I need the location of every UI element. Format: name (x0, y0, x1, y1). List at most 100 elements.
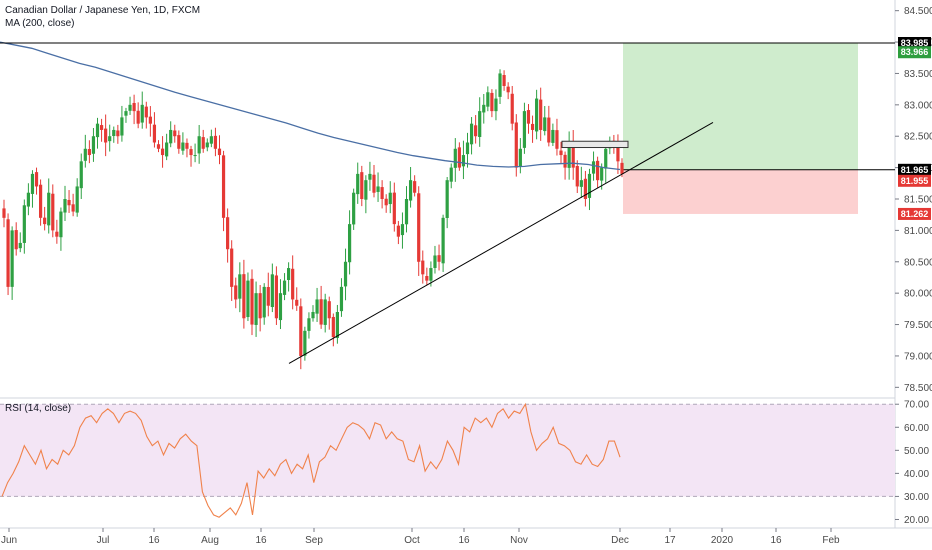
candle-body (128, 104, 132, 111)
candle-body (392, 192, 396, 225)
candle-body (539, 99, 543, 130)
candle-body (327, 301, 331, 319)
candles (2, 69, 624, 370)
candle-body (217, 148, 222, 156)
candle-body (339, 286, 344, 312)
candle-body (262, 286, 266, 318)
candle-body (547, 117, 551, 143)
candle-body (278, 293, 283, 321)
candle-body (514, 122, 518, 168)
candle-body (498, 73, 502, 97)
candle-body (535, 98, 539, 132)
candle-body (474, 125, 478, 137)
candle-body (234, 285, 238, 300)
rsi-tick-label: 40.00 (904, 469, 929, 480)
candle-body (189, 149, 193, 156)
candle-body (449, 167, 453, 182)
candle-body (91, 136, 96, 154)
time-tick-label: 2020 (711, 535, 734, 546)
candle-body (356, 173, 360, 195)
price-tag (898, 46, 931, 59)
price-tick-label: 78.500 (904, 383, 932, 394)
candle-body (287, 268, 291, 281)
candle-body (18, 242, 22, 249)
candle-body (38, 184, 43, 218)
candle-body (486, 92, 490, 107)
time-tick-label: 17 (664, 535, 676, 546)
candle-body (307, 318, 311, 331)
candle-body (311, 311, 315, 319)
ma-line (0, 41, 621, 171)
candle-body (604, 148, 608, 169)
candle-body (579, 180, 583, 187)
profit-zone (623, 43, 858, 170)
candle-body (258, 293, 262, 319)
risk-reward-zones[interactable] (623, 43, 895, 214)
candle-body (380, 187, 384, 199)
candle-body (144, 106, 148, 118)
candle-body (441, 217, 445, 264)
time-tick-label: 16 (255, 535, 267, 546)
rsi-legend: RSI (14, close) (5, 403, 71, 414)
rsi-tick-label: 20.00 (904, 515, 929, 526)
candle-body (469, 123, 474, 145)
price-tag-label: 83.966 (901, 47, 929, 57)
candle-body (563, 154, 567, 168)
candle-body (250, 278, 254, 325)
candle-body (140, 104, 144, 123)
candle-body (2, 208, 6, 218)
candle-body (148, 116, 152, 124)
candle-body (132, 102, 136, 112)
candle-body (457, 147, 461, 168)
rsi-tick-label: 30.00 (904, 492, 929, 503)
price-tag-label: 81.955 (901, 176, 929, 186)
candle-body (47, 192, 51, 226)
candle-body (136, 110, 140, 124)
candle-body (583, 178, 588, 199)
rsi-tick-label: 60.00 (904, 423, 929, 434)
candle-body (152, 124, 157, 143)
candle-body (99, 125, 104, 130)
price-tick-label: 80.000 (904, 289, 932, 300)
candle-body (384, 198, 388, 206)
overlays[interactable] (0, 41, 895, 364)
chart-title: Canadian Dollar / Japanese Yen, 1D, FXCM (5, 5, 200, 16)
loss-zone (623, 169, 858, 214)
candle-body (120, 117, 124, 136)
price-tag-label: 81.262 (901, 209, 929, 219)
candle-body (205, 142, 209, 148)
time-tick-label: 16 (770, 535, 782, 546)
candle-body (319, 299, 323, 325)
candle-body (429, 268, 433, 281)
candle-body (116, 130, 120, 137)
candle-body (335, 311, 339, 338)
candle-body (502, 75, 506, 87)
price-tick-label: 81.000 (904, 226, 932, 237)
candle-body (291, 268, 295, 300)
candle-body (591, 161, 596, 174)
time-tick-label: Oct (404, 535, 420, 546)
candle-body (51, 193, 55, 231)
price-tag (898, 37, 931, 50)
candle-body (506, 86, 510, 93)
candle-body (388, 192, 392, 205)
candle-body (30, 173, 35, 194)
candle-body (104, 128, 108, 143)
candle-body (530, 123, 535, 130)
price-tick-label: 81.500 (904, 195, 932, 206)
candle-body (71, 204, 75, 212)
candle-body (165, 142, 169, 157)
price-tag (898, 207, 931, 220)
time-tick-label: Jul (97, 535, 110, 546)
candle-body (421, 260, 425, 275)
candle-body (83, 148, 87, 161)
time-tick-label: Jun (1, 535, 17, 546)
candle-body (360, 172, 364, 199)
trendline (288, 121, 714, 364)
candle-body (43, 217, 47, 225)
price-tick-label: 82.500 (904, 132, 932, 143)
time-axis[interactable]: Jun Jul 16 Aug 16 Sep Oct 16 Nov Dec 17 2020 16 Feb (1, 528, 840, 546)
candle-body (282, 280, 287, 295)
